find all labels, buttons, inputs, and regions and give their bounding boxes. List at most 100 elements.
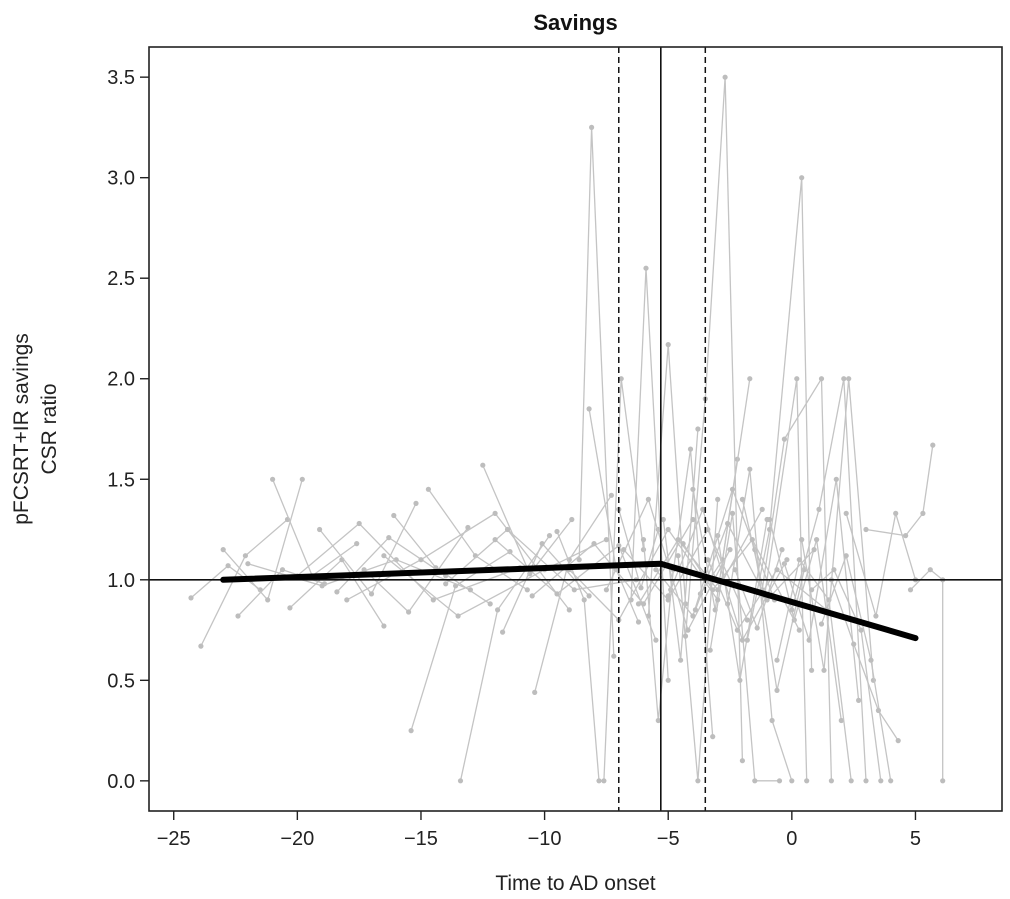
trajectory-line — [865, 445, 934, 537]
trajectory-point — [799, 537, 805, 543]
trajectory-point — [690, 516, 696, 523]
trajectory-point — [616, 543, 622, 549]
trajectory-point — [640, 537, 647, 543]
trajectory-point — [893, 510, 899, 516]
y-axis-title: pFCSRT+IR savings CSR ratio — [10, 333, 61, 525]
trajectory-point — [774, 657, 780, 663]
trajectory-point — [621, 547, 627, 553]
trajectory-point — [690, 613, 696, 619]
trajectory-point — [529, 593, 535, 599]
trajectory-line — [830, 579, 899, 741]
y-tick-label: 1.5 — [107, 469, 135, 491]
trajectory-point — [495, 607, 501, 613]
trajectory-point — [603, 537, 610, 543]
trajectory-point — [744, 617, 750, 623]
trajectory-52 — [381, 537, 610, 619]
reference-lines — [149, 47, 1002, 811]
trajectory-point — [779, 547, 785, 553]
x-tick-label: −15 — [404, 828, 438, 850]
trajectory-point — [863, 526, 869, 533]
x-tick-label: −25 — [157, 828, 191, 850]
trajectory-line — [684, 77, 744, 761]
trajectory-point — [848, 778, 854, 784]
trajectory-point — [665, 342, 671, 348]
trajectory-point — [841, 376, 847, 382]
trajectory-point — [265, 597, 271, 603]
trajectory-point — [643, 265, 649, 271]
trajectory-point — [665, 526, 671, 533]
trajectory-point — [368, 591, 375, 597]
trajectory-point — [851, 641, 857, 647]
trajectory-point — [818, 621, 825, 627]
x-axis: −25 −20 −15 −10 −5 0 5 — [157, 811, 921, 850]
trajectory-point — [188, 595, 194, 601]
x-tick-label: −10 — [528, 828, 562, 850]
trajectory-point — [586, 593, 592, 599]
trajectory-point — [930, 442, 936, 448]
trajectory-line — [820, 553, 892, 781]
trajectory-point — [747, 466, 753, 472]
y-tick-label: 0.0 — [107, 771, 135, 793]
trajectory-point — [546, 533, 553, 539]
trajectory-point — [739, 637, 746, 643]
trajectory-45 — [828, 577, 901, 744]
trajectory-point — [752, 778, 758, 784]
trajectory-26 — [675, 496, 721, 784]
trajectory-point — [821, 667, 827, 673]
trajectory-2 — [220, 476, 305, 603]
trajectory-point — [747, 376, 753, 382]
trajectory-point — [739, 496, 746, 502]
trajectory-point — [220, 547, 226, 553]
trajectory-point — [809, 667, 815, 673]
trajectory-point — [566, 607, 572, 613]
trajectory-point — [455, 613, 461, 619]
trajectory-point — [774, 567, 780, 573]
trajectory-point — [804, 778, 810, 784]
trajectory-point — [940, 778, 946, 784]
trajectory-point — [700, 506, 706, 512]
chart-title: Savings — [533, 10, 617, 35]
trajectory-point — [875, 707, 882, 714]
trajectory-point — [418, 557, 424, 563]
fit-line-group — [220, 560, 919, 642]
trajectory-point — [356, 520, 362, 527]
trajectory-63 — [692, 520, 817, 613]
trajectory-point — [601, 778, 607, 784]
trajectory-point — [480, 462, 486, 468]
trajectory-point — [554, 591, 560, 597]
trajectory-line — [746, 177, 813, 671]
trajectory-point — [608, 492, 615, 498]
trajectory-point — [764, 597, 770, 603]
trajectory-point — [675, 553, 681, 559]
trajectory-point — [665, 593, 671, 599]
trajectory-35 — [744, 175, 815, 673]
trajectory-44 — [818, 553, 894, 784]
trajectory-point — [344, 597, 350, 603]
trajectory-point — [789, 607, 795, 613]
trajectory-point — [406, 609, 412, 615]
trajectory-point — [682, 633, 689, 639]
trajectory-point — [692, 607, 699, 613]
trajectory-point — [895, 738, 901, 744]
trajectory-11 — [425, 486, 530, 593]
trajectory-point — [927, 567, 933, 573]
trajectory-point — [888, 778, 894, 784]
trajectory-point — [465, 524, 471, 531]
trajectory-point — [569, 516, 575, 523]
trajectory-line — [811, 568, 882, 781]
y-tick-label: 3.0 — [107, 168, 135, 190]
trajectory-point — [831, 567, 837, 573]
trajectory-point — [806, 637, 812, 643]
trajectory-point — [727, 547, 733, 553]
trajectory-48 — [907, 567, 946, 784]
trajectory-point — [386, 535, 392, 541]
trajectory-point — [317, 526, 323, 533]
trajectory-point — [576, 557, 582, 563]
trajectory-point — [586, 406, 592, 412]
trajectory-point — [467, 587, 473, 593]
trajectory-point — [235, 613, 241, 619]
trajectory-point — [603, 587, 610, 593]
trajectory-point — [828, 778, 835, 784]
trajectory-point — [507, 549, 513, 555]
trajectory-point — [635, 601, 642, 607]
